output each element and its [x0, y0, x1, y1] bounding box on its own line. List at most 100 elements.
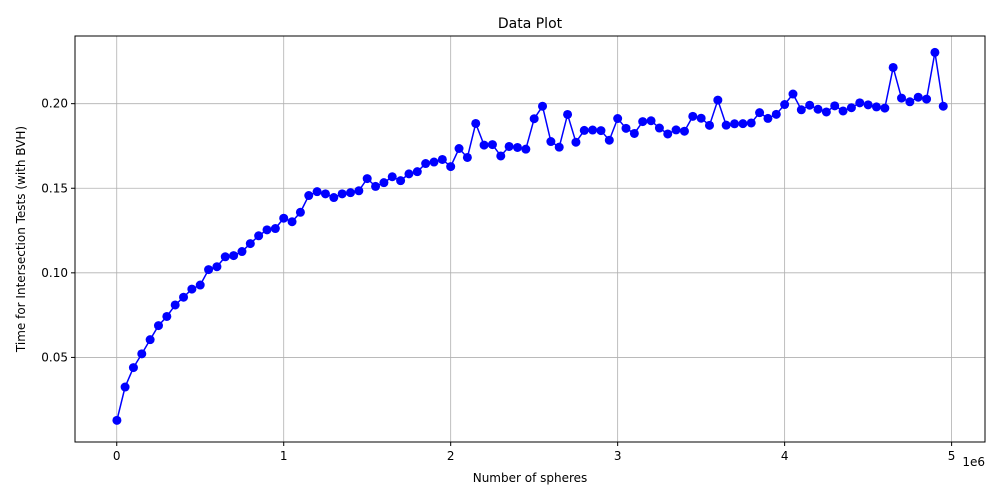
data-point: [170, 300, 180, 310]
data-point: [128, 363, 138, 373]
data-point: [563, 109, 573, 119]
data-point: [429, 157, 439, 167]
data-point: [371, 181, 381, 191]
data-point: [930, 47, 940, 57]
data-point: [212, 262, 222, 272]
data-point: [897, 93, 907, 103]
data-point: [454, 143, 464, 153]
data-point: [688, 111, 698, 121]
data-point: [137, 349, 147, 359]
data-point: [621, 123, 631, 133]
data-point: [596, 126, 606, 136]
tick-layer: 0 1 2 3 4 5 0.05 0.10 0.15 0.20: [41, 97, 955, 463]
y-tick-label: 0.15: [41, 181, 68, 195]
x-axis-label: Number of spheres: [473, 471, 588, 485]
data-point: [696, 113, 706, 123]
data-point: [337, 189, 347, 199]
plot-frame: [74, 35, 986, 443]
data-point: [379, 178, 389, 188]
series-layer: [112, 47, 948, 425]
data-point: [204, 265, 214, 275]
data-point: [304, 191, 314, 201]
grid-layer: [75, 36, 985, 442]
data-point: [496, 151, 506, 161]
data-point: [704, 120, 714, 130]
data-point: [120, 382, 130, 392]
data-point: [588, 125, 598, 135]
x-tick-label: 2: [447, 449, 455, 463]
data-point: [504, 141, 514, 151]
data-point: [279, 213, 289, 223]
y-tick-label: 0.10: [41, 266, 68, 280]
data-point: [554, 142, 564, 152]
data-point: [771, 109, 781, 119]
data-point: [746, 118, 756, 128]
data-point: [387, 172, 397, 182]
data-point: [162, 311, 172, 321]
y-tick-label: 0.20: [41, 97, 68, 111]
x-offset-label: 1e6: [962, 455, 985, 469]
data-point: [730, 119, 740, 129]
data-point: [938, 101, 948, 111]
data-point: [638, 117, 648, 127]
x-tick-label: 4: [781, 449, 789, 463]
data-point: [220, 252, 230, 262]
data-point: [813, 104, 823, 114]
data-point: [145, 335, 155, 345]
data-point: [287, 217, 297, 227]
data-point: [446, 162, 456, 172]
data-point: [863, 100, 873, 110]
data-point: [830, 101, 840, 111]
data-point: [529, 114, 539, 124]
data-point: [237, 247, 247, 257]
data-point: [846, 103, 856, 113]
data-point: [354, 186, 364, 196]
data-point: [195, 280, 205, 290]
data-point: [788, 89, 798, 99]
data-point: [738, 119, 748, 129]
data-point: [579, 125, 589, 135]
data-point: [153, 321, 163, 331]
data-point: [805, 100, 815, 110]
data-point: [855, 98, 865, 108]
data-point: [179, 292, 189, 302]
data-point: [546, 137, 556, 147]
data-point: [487, 140, 497, 150]
data-point: [112, 415, 122, 425]
data-point: [646, 116, 656, 126]
data-point: [922, 94, 932, 104]
data-point: [755, 108, 765, 118]
data-point: [679, 126, 689, 136]
data-point: [663, 129, 673, 139]
data-point: [320, 189, 330, 199]
data-point: [245, 239, 255, 249]
data-point: [254, 231, 264, 241]
data-point: [312, 187, 322, 197]
y-tick-label: 0.05: [41, 350, 68, 364]
data-point: [187, 284, 197, 294]
x-tick-label: 5: [948, 449, 956, 463]
data-point: [404, 169, 414, 179]
data-point: [905, 97, 915, 107]
data-point: [796, 105, 806, 115]
data-point: [512, 142, 522, 152]
data-point: [613, 114, 623, 124]
data-point: [295, 207, 305, 217]
data-point: [462, 152, 472, 162]
data-point: [654, 123, 664, 133]
data-point: [880, 103, 890, 113]
chart-title: Data Plot: [498, 16, 563, 32]
data-point: [362, 174, 372, 184]
data-point: [604, 135, 614, 145]
data-point: [713, 95, 723, 105]
data-point: [262, 225, 272, 235]
data-point: [479, 140, 489, 150]
data-point: [871, 102, 881, 112]
x-tick-label: 3: [614, 449, 622, 463]
data-point: [396, 176, 406, 186]
x-tick-label: 1: [280, 449, 288, 463]
data-point: [780, 100, 790, 110]
data-point: [437, 154, 447, 164]
